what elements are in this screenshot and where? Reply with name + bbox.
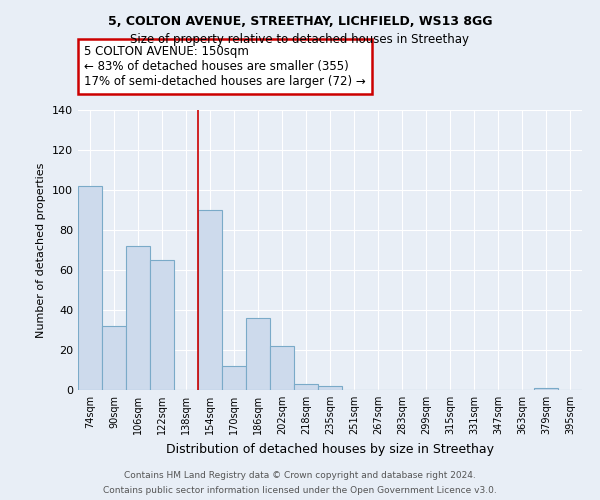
Bar: [78, 186, 102, 390]
Bar: [126, 246, 150, 390]
Bar: [270, 346, 294, 390]
X-axis label: Distribution of detached houses by size in Streethay: Distribution of detached houses by size …: [166, 442, 494, 456]
Bar: [246, 318, 270, 390]
Bar: [222, 366, 246, 390]
Bar: [198, 210, 222, 390]
Text: 5 COLTON AVENUE: 150sqm
← 83% of detached houses are smaller (355)
17% of semi-d: 5 COLTON AVENUE: 150sqm ← 83% of detache…: [84, 45, 366, 88]
Text: Contains public sector information licensed under the Open Government Licence v3: Contains public sector information licen…: [103, 486, 497, 495]
Y-axis label: Number of detached properties: Number of detached properties: [37, 162, 46, 338]
Bar: [150, 260, 174, 390]
Bar: [534, 388, 558, 390]
Bar: [102, 326, 126, 390]
Bar: [318, 386, 342, 390]
Text: Contains HM Land Registry data © Crown copyright and database right 2024.: Contains HM Land Registry data © Crown c…: [124, 471, 476, 480]
Bar: [294, 384, 318, 390]
Text: 5, COLTON AVENUE, STREETHAY, LICHFIELD, WS13 8GG: 5, COLTON AVENUE, STREETHAY, LICHFIELD, …: [108, 15, 492, 28]
Text: Size of property relative to detached houses in Streethay: Size of property relative to detached ho…: [131, 32, 470, 46]
